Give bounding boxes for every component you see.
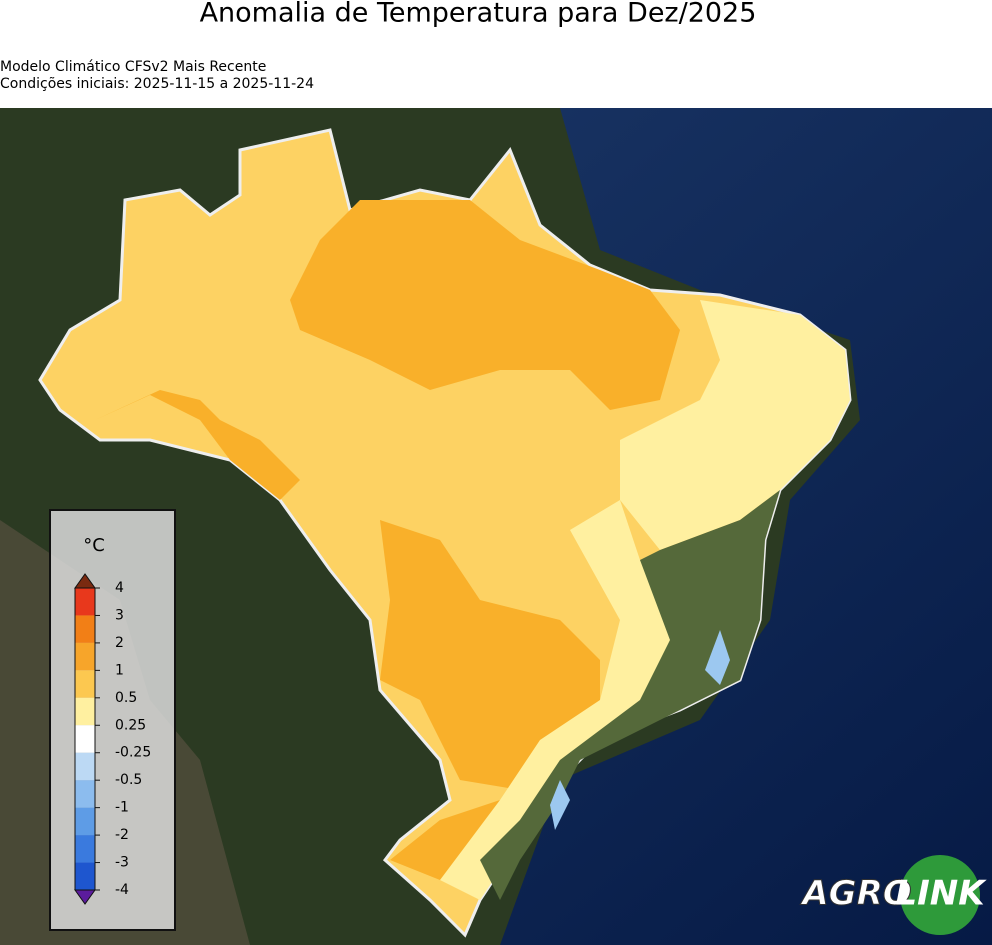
colorbar-segment [75,807,95,836]
anomaly-area [95,390,300,500]
colorbar-segment [75,835,95,863]
colorbar-segment [75,862,95,890]
colorbar-frame [74,587,96,891]
colorbar-segment [75,725,95,753]
colorbar-tick-label: 2 [115,635,124,651]
logo-circle [900,855,980,935]
subtitle: Modelo Climático CFSv2 Mais Recente [0,59,266,75]
colorbar-segment [75,697,95,726]
colorbar-tick-label: 1 [115,662,124,678]
legend-box [49,509,176,931]
colorbar-tick-label: -0.25 [115,745,151,761]
colorbar-segment [75,780,95,808]
colorbar-segment [75,588,95,616]
colorbar-segment [75,642,95,671]
subtitle: Condições iniciais: 2025-11-15 a 2025-11… [0,76,314,92]
colorbar-tick-label: 4 [115,580,124,596]
colorbar-tick-label: 0.25 [115,717,146,733]
colorbar-tick-label: -3 [115,855,129,871]
colorbar-tick-label: 0.5 [115,690,137,706]
colorbar-tick-label: -4 [115,882,129,898]
anomaly-area [380,520,600,790]
colorbar: 4 3 2 1 0.5 0.25 -0.25 -0.5 -1 -2 -3 -4 [74,573,151,905]
colorbar-tick-label: -1 [115,800,129,816]
anomaly-area [705,630,730,685]
colorbar-tick-label: 3 [115,607,124,623]
anomaly-area [620,300,850,550]
colorbar-segment [75,615,95,643]
logo: AGRO LINK [799,855,987,935]
colorbar-tick-label: -0.5 [115,772,142,788]
logo-text: AGRO [799,874,911,914]
anomaly-area [550,780,570,830]
anomaly-area [290,200,680,410]
legend-unit: °C [83,535,105,556]
logo-text: LINK [895,874,987,914]
colorbar-segment [75,752,95,781]
colorbar-segment [75,670,95,698]
colorbar-tick-label: -2 [115,827,129,843]
title: Anomalia de Temperatura para Dez/2025 [200,0,757,29]
anomaly-area [440,500,680,900]
